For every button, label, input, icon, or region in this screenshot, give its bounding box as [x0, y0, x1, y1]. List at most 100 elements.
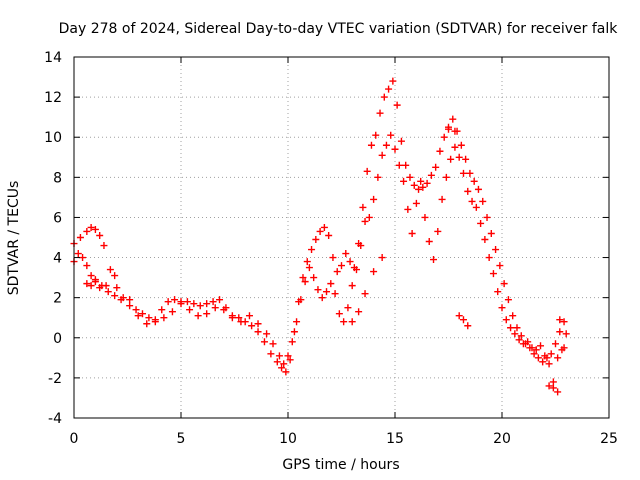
data-point — [235, 314, 243, 322]
y-tick-label: 2 — [53, 291, 62, 307]
y-tick-label: -4 — [48, 411, 62, 427]
data-point — [340, 318, 348, 326]
data-point — [410, 181, 418, 189]
data-point — [83, 227, 91, 235]
data-point — [462, 155, 470, 163]
data-point — [449, 115, 457, 123]
data-point — [391, 145, 399, 153]
data-point — [194, 312, 202, 320]
y-tick-label: 4 — [53, 251, 62, 267]
data-point — [445, 125, 452, 133]
plot-frame — [73, 56, 610, 419]
data-point — [254, 328, 262, 336]
data-point — [293, 318, 301, 326]
data-point — [492, 246, 500, 254]
data-point — [106, 266, 114, 274]
data-point — [459, 316, 467, 324]
data-point — [183, 298, 191, 306]
data-point — [537, 342, 545, 350]
data-point — [370, 195, 378, 203]
data-point — [472, 203, 480, 211]
x-tick-label: 25 — [600, 431, 618, 447]
data-point — [346, 258, 354, 266]
data-point — [83, 280, 91, 288]
data-point — [455, 153, 463, 161]
data-point — [560, 318, 568, 326]
data-point — [329, 254, 337, 262]
data-point — [385, 85, 393, 93]
data-point — [534, 354, 542, 362]
data-point — [344, 304, 352, 312]
data-point — [532, 346, 540, 354]
data-point — [320, 223, 328, 231]
data-point — [248, 322, 256, 330]
data-point — [342, 250, 350, 258]
data-point — [325, 231, 333, 239]
data-point — [402, 161, 410, 169]
data-point — [104, 288, 112, 296]
data-point — [171, 296, 179, 304]
x-tick-label: 15 — [386, 431, 404, 447]
data-point — [280, 360, 288, 368]
x-tick-label: 0 — [70, 431, 79, 447]
y-tick-label: -2 — [48, 371, 62, 387]
data-point — [126, 296, 134, 304]
data-point — [556, 328, 564, 336]
data-point — [519, 340, 527, 348]
data-point — [438, 195, 446, 203]
data-point — [547, 350, 555, 358]
data-point — [348, 282, 356, 290]
chart-title: Day 278 of 2024, Sidereal Day-to-day VTE… — [59, 21, 619, 37]
data-point — [275, 352, 283, 360]
data-point — [387, 131, 395, 139]
data-point — [511, 330, 519, 338]
data-point — [406, 173, 414, 181]
x-axis-title: GPS time / hours — [282, 457, 399, 473]
data-point — [323, 288, 331, 296]
data-point — [245, 312, 253, 320]
data-point — [273, 358, 281, 366]
data-point — [545, 360, 553, 368]
data-point — [308, 246, 316, 254]
data-point — [301, 278, 309, 286]
data-point — [316, 227, 324, 235]
data-point — [370, 268, 378, 276]
data-point — [498, 304, 506, 312]
data-point — [397, 137, 405, 145]
data-point — [496, 262, 504, 270]
data-point — [378, 254, 386, 262]
data-point — [400, 177, 408, 185]
data-point — [79, 254, 87, 262]
data-point — [355, 308, 363, 316]
data-point — [562, 330, 570, 338]
data-point — [427, 171, 435, 179]
data-point — [361, 217, 369, 225]
data-point — [367, 141, 375, 149]
data-point — [560, 344, 568, 352]
data-point — [487, 229, 495, 237]
data-point — [331, 290, 339, 298]
data-point — [352, 266, 360, 274]
data-point — [539, 358, 547, 366]
data-point — [335, 310, 343, 318]
data-point — [489, 270, 497, 278]
data-point — [310, 274, 318, 282]
data-point — [278, 364, 286, 372]
data-point — [481, 236, 489, 244]
data-point — [314, 286, 322, 294]
data-point — [440, 133, 448, 141]
data-point — [556, 316, 564, 324]
data-point — [269, 340, 277, 348]
data-point — [282, 368, 290, 376]
data-point — [211, 304, 219, 312]
data-point — [299, 274, 307, 282]
y-tick-label: 14 — [44, 50, 62, 66]
data-point — [186, 306, 194, 314]
data-point — [464, 322, 472, 330]
series-group — [70, 131, 566, 386]
data-point — [177, 300, 185, 308]
y-tick-label: 6 — [53, 210, 62, 226]
y-tick-label: 10 — [44, 130, 62, 146]
